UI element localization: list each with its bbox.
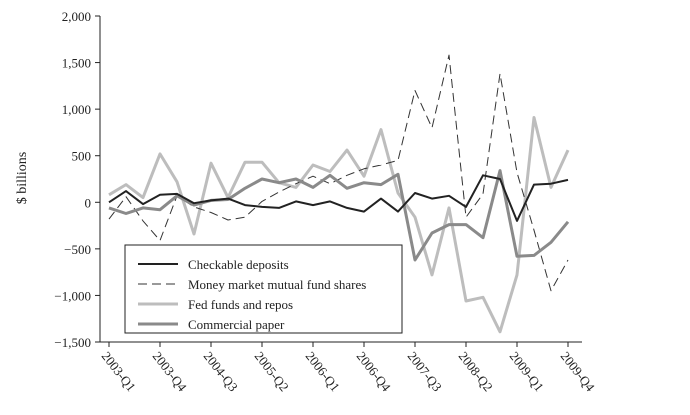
series-line-1	[108, 174, 569, 222]
y-tick-label: 1,500	[62, 56, 91, 71]
x-tick-label: 2007-Q3	[405, 349, 445, 395]
legend: Checkable deposits Money market mutual fu…	[124, 244, 403, 334]
y-tick-label: 500	[72, 149, 92, 164]
x-tick-label: 2005-Q2	[252, 349, 292, 395]
legend-label-2: Money market mutual fund shares	[188, 277, 366, 292]
x-axis-ticks: 2003-Q1 2003-Q4 2004-Q3 2005-Q2 2006-Q1 2006-…	[99, 342, 599, 395]
y-axis-ticks: 2,000 1,500 1,000 500 0 −500 −1,000 −1,500	[54, 9, 100, 350]
x-tick-label: 2004-Q3	[201, 349, 241, 395]
series-layer	[108, 54, 570, 334]
x-tick-label: 2003-Q1	[99, 349, 139, 395]
x-tick-label: 2006-Q4	[354, 349, 395, 395]
legend-label-1: Checkable deposits	[188, 257, 289, 272]
legend-label-3: Fed funds and repos	[188, 297, 293, 312]
legend-box	[124, 244, 403, 334]
y-tick-label: 1,000	[62, 102, 91, 117]
x-tick-label: 2009-Q1	[507, 349, 547, 395]
x-tick-label: 2003-Q4	[150, 349, 191, 395]
series-line-3	[108, 116, 570, 334]
x-tick-label: 2009-Q4	[558, 349, 599, 395]
y-tick-label: −1,500	[54, 335, 91, 350]
plot-frame	[99, 16, 582, 343]
series-line-4	[108, 169, 570, 262]
legend-label-4: Commercial paper	[188, 317, 285, 332]
y-tick-label: 0	[85, 195, 92, 210]
y-tick-label: 2,000	[62, 9, 91, 24]
x-tick-label: 2008-Q2	[456, 349, 496, 395]
y-tick-label: −500	[64, 242, 91, 257]
x-tick-label: 2006-Q1	[303, 349, 343, 395]
y-axis-label: $ billions	[15, 152, 30, 205]
y-tick-label: −1,000	[54, 288, 91, 303]
